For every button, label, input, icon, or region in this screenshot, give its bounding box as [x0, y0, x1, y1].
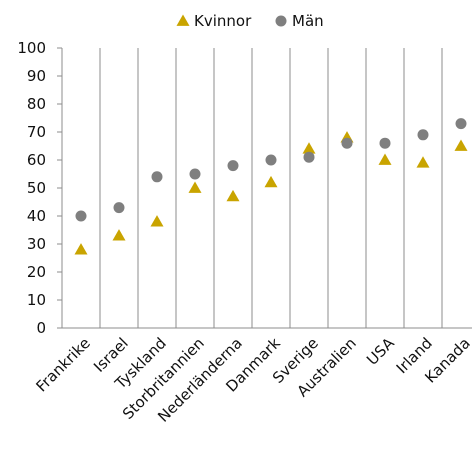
point-man — [341, 137, 353, 149]
legend-marker-man — [275, 15, 287, 27]
y-tick-label: 80 — [27, 95, 46, 113]
point-man — [265, 154, 277, 166]
point-man — [455, 118, 467, 130]
y-tick-label: 60 — [27, 151, 46, 169]
x-category-label: Frankrike — [32, 334, 93, 395]
point-man — [303, 151, 315, 163]
y-tick-label: 70 — [27, 123, 46, 141]
y-tick-label: 100 — [17, 39, 46, 57]
x-axis-labels: FrankrikeIsraelTysklandStorbritannienNed… — [32, 334, 472, 426]
grid-lines — [61, 48, 443, 328]
point-kvinnor — [416, 156, 430, 168]
point-kvinnor — [302, 142, 316, 154]
y-tick-label: 40 — [27, 207, 46, 225]
y-tick-label: 0 — [36, 319, 46, 337]
legend-label-man: Män — [292, 12, 324, 30]
point-man — [379, 137, 391, 149]
y-tick-label: 50 — [27, 179, 46, 197]
point-kvinnor — [112, 229, 126, 241]
legend: Kvinnor Män — [176, 12, 324, 30]
point-kvinnor — [150, 215, 164, 227]
data-marks — [74, 118, 468, 255]
axes — [61, 48, 472, 329]
point-man — [227, 160, 239, 172]
point-kvinnor — [74, 243, 88, 255]
legend-label-kvinnor: Kvinnor — [194, 12, 252, 30]
y-tick-label: 10 — [27, 291, 46, 309]
point-kvinnor — [264, 175, 278, 188]
point-man — [113, 202, 125, 214]
y-tick-label: 20 — [27, 263, 46, 281]
y-tick-label: 90 — [27, 67, 46, 85]
y-axis-ticks: 0 10 20 30 40 50 60 70 80 90 100 — [17, 39, 62, 337]
point-kvinnor — [226, 189, 240, 202]
point-man — [75, 210, 87, 222]
point-kvinnor — [378, 153, 392, 165]
legend-marker-kvinnor — [176, 14, 190, 26]
point-kvinnor — [188, 181, 202, 193]
point-man — [189, 168, 201, 180]
point-man — [417, 129, 429, 141]
y-tick-label: 30 — [27, 235, 46, 253]
point-kvinnor — [454, 139, 468, 151]
point-man — [151, 171, 163, 183]
